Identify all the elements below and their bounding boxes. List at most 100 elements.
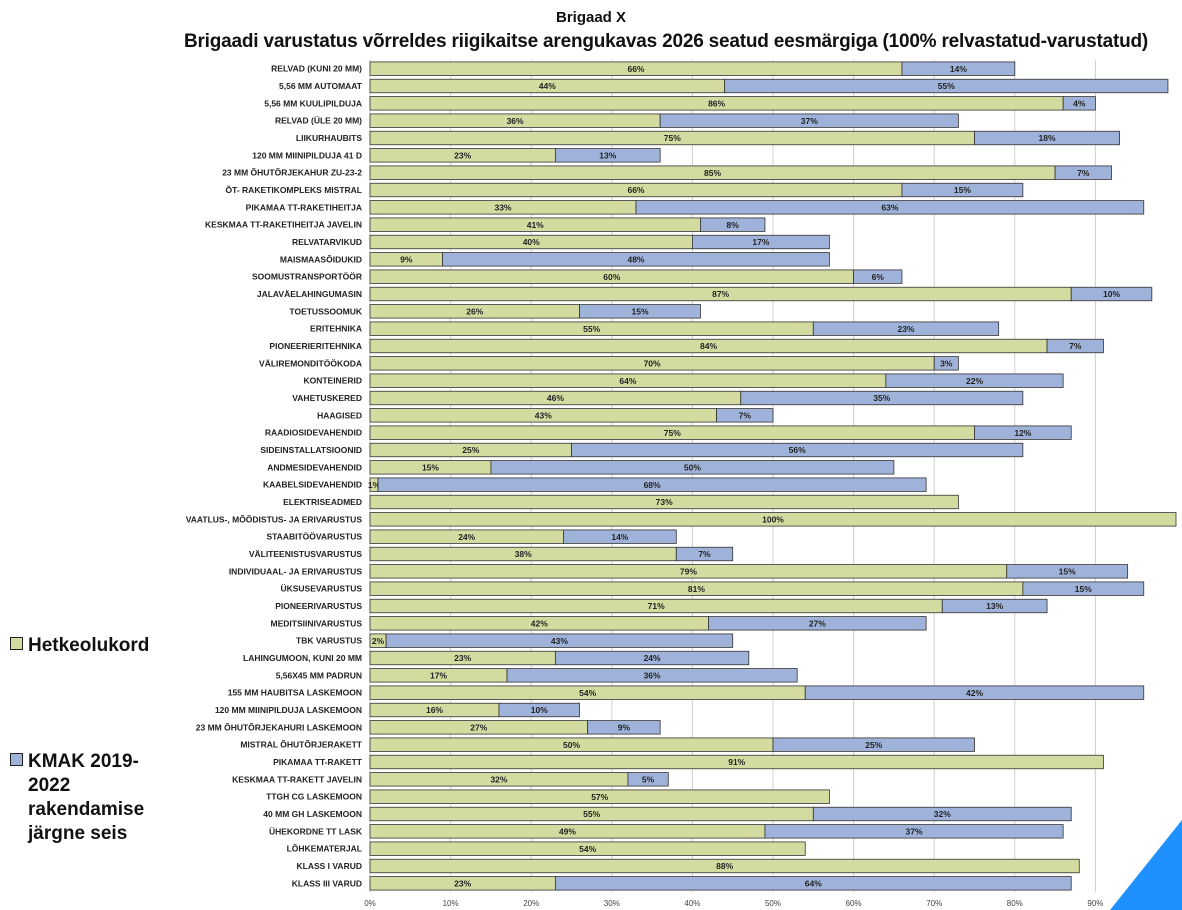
bar-current xyxy=(369,754,1104,770)
category-label: 5,56 MM AUTOMAAT xyxy=(279,81,363,91)
data-label-kmak: 36% xyxy=(644,671,661,681)
bar-kmak xyxy=(812,806,1072,822)
data-label-kmak: 55% xyxy=(938,81,955,91)
category-label: MEDITSIINIVARUSTUS xyxy=(271,618,363,628)
data-label-kmak: 15% xyxy=(1059,567,1076,577)
bar-kmak xyxy=(740,390,1024,406)
legend-swatch-kmak xyxy=(10,753,23,767)
category-label: ANDMESIDEVAHENDID xyxy=(267,462,362,472)
category-label: LAHINGUMOON, KUNI 20 MM xyxy=(243,653,362,663)
bar-kmak xyxy=(812,321,1000,336)
data-label-current: 25% xyxy=(462,445,479,455)
category-label: MAISMAASÕIDUKID xyxy=(280,254,362,264)
data-label-kmak: 4% xyxy=(1073,99,1086,109)
bar-kmak xyxy=(579,304,701,319)
legend-label-kmak-line4: järgne seis xyxy=(28,823,128,844)
data-label-kmak: 13% xyxy=(599,151,616,161)
category-label: RAADIOSIDEVAHENDID xyxy=(265,428,362,438)
data-label-current: 79% xyxy=(680,567,697,577)
bar-kmak xyxy=(554,148,661,163)
category-label: ELEKTRISEADMED xyxy=(283,497,362,507)
data-label-kmak: 64% xyxy=(805,879,822,889)
data-label-current: 100% xyxy=(762,515,784,525)
category-label: 120 MM MIINIPILDUJA 41 D xyxy=(252,150,362,160)
data-label-kmak: 63% xyxy=(881,203,898,213)
data-label-kmak: 10% xyxy=(531,705,548,715)
data-label-kmak: 23% xyxy=(897,324,914,334)
data-label-current: 66% xyxy=(627,185,644,195)
data-label-current: 88% xyxy=(716,861,733,871)
data-label-kmak: 5% xyxy=(642,775,655,785)
bar-kmak xyxy=(659,113,959,128)
bar-kmak xyxy=(1054,165,1112,180)
category-label: TOETUSSOOMUK xyxy=(289,306,362,316)
category-label: HAAGISED xyxy=(317,410,362,420)
data-label-kmak: 7% xyxy=(1069,341,1082,351)
chart-title: Brigaad X xyxy=(555,9,627,26)
bar-kmak xyxy=(675,546,734,562)
category-label: 23 MM ÕHUTÕRJEKAHURI LASKEMOON xyxy=(196,722,362,732)
category-label: RELVATARVIKUD xyxy=(292,237,362,247)
data-label-kmak: 68% xyxy=(644,480,661,490)
x-tick-label: 40% xyxy=(684,899,700,908)
data-label-kmak: 18% xyxy=(1039,133,1056,143)
legend-item-kmak: KMAK 2019- 2022 rakendamise järgne seis xyxy=(10,750,144,846)
bar-kmak xyxy=(377,477,927,492)
category-label: RELVAD (ÜLE 20 MM) xyxy=(275,116,362,126)
data-label-kmak: 15% xyxy=(1075,584,1092,594)
data-label-kmak: 7% xyxy=(1077,168,1090,178)
bar-current xyxy=(369,858,1080,874)
category-label: KLASS I VARUD xyxy=(297,861,363,871)
data-label-kmak: 50% xyxy=(684,463,701,473)
data-label-current: 87% xyxy=(712,289,729,299)
bar-kmak xyxy=(442,252,830,267)
data-label-current: 2% xyxy=(372,636,385,646)
data-label-current: 55% xyxy=(583,809,600,819)
data-label-current: 17% xyxy=(430,671,447,681)
category-label: VÄLIREMONDITÖÖKODA xyxy=(259,358,362,368)
data-label-current: 1% xyxy=(368,480,381,490)
category-label: LIIKURHAUBITS xyxy=(296,133,362,143)
data-label-current: 33% xyxy=(494,203,511,213)
x-tick-label: 0% xyxy=(364,899,376,908)
data-label-current: 64% xyxy=(619,376,636,386)
data-label-kmak: 37% xyxy=(801,116,818,126)
data-label-kmak: 24% xyxy=(644,653,661,663)
data-label-current: 41% xyxy=(527,220,544,230)
category-label: 5,56X45 MM PADRUN xyxy=(276,670,362,680)
category-label: ÜKSUSEVARUSTUS xyxy=(280,584,362,594)
bar-kmak xyxy=(385,633,734,648)
category-label: TTGH CG LASKEMOON xyxy=(266,792,362,802)
data-label-current: 54% xyxy=(579,688,596,698)
data-label-current: 44% xyxy=(539,81,556,91)
category-label: SIDEINSTALLATSIOONID xyxy=(260,445,362,455)
data-label-current: 55% xyxy=(583,324,600,334)
data-label-current: 86% xyxy=(708,99,725,109)
data-label-current: 71% xyxy=(648,601,665,611)
corner-accent-shape xyxy=(1110,820,1182,910)
data-label-kmak: 14% xyxy=(950,64,967,74)
bar-kmak xyxy=(587,720,661,735)
x-tick-label: 30% xyxy=(604,899,620,908)
data-label-current: 40% xyxy=(523,237,540,247)
data-label-kmak: 14% xyxy=(611,532,628,542)
data-label-current: 36% xyxy=(507,116,524,126)
category-label: RELVAD (KUNI 20 MM) xyxy=(271,64,362,74)
data-label-kmak: 12% xyxy=(1014,428,1031,438)
x-tick-label: 70% xyxy=(926,899,942,908)
data-label-kmak: 56% xyxy=(789,445,806,455)
bar-kmak xyxy=(933,356,959,371)
data-label-current: 85% xyxy=(704,168,721,178)
data-label-kmak: 27% xyxy=(809,619,826,629)
legend-label-kmak-line2: 2022 xyxy=(28,775,71,796)
category-label: 120 MM MIINIPILDUJA LASKEMOON xyxy=(215,705,362,715)
data-label-kmak: 17% xyxy=(752,237,769,247)
data-label-kmak: 37% xyxy=(906,827,923,837)
category-label: VAATLUS-, MÕÕDISTUS- JA ERIVARUSTUS xyxy=(186,514,363,524)
bar-kmak xyxy=(563,529,677,544)
data-label-kmak: 43% xyxy=(551,636,568,646)
data-label-current: 81% xyxy=(688,584,705,594)
x-tick-label: 80% xyxy=(1007,899,1023,908)
